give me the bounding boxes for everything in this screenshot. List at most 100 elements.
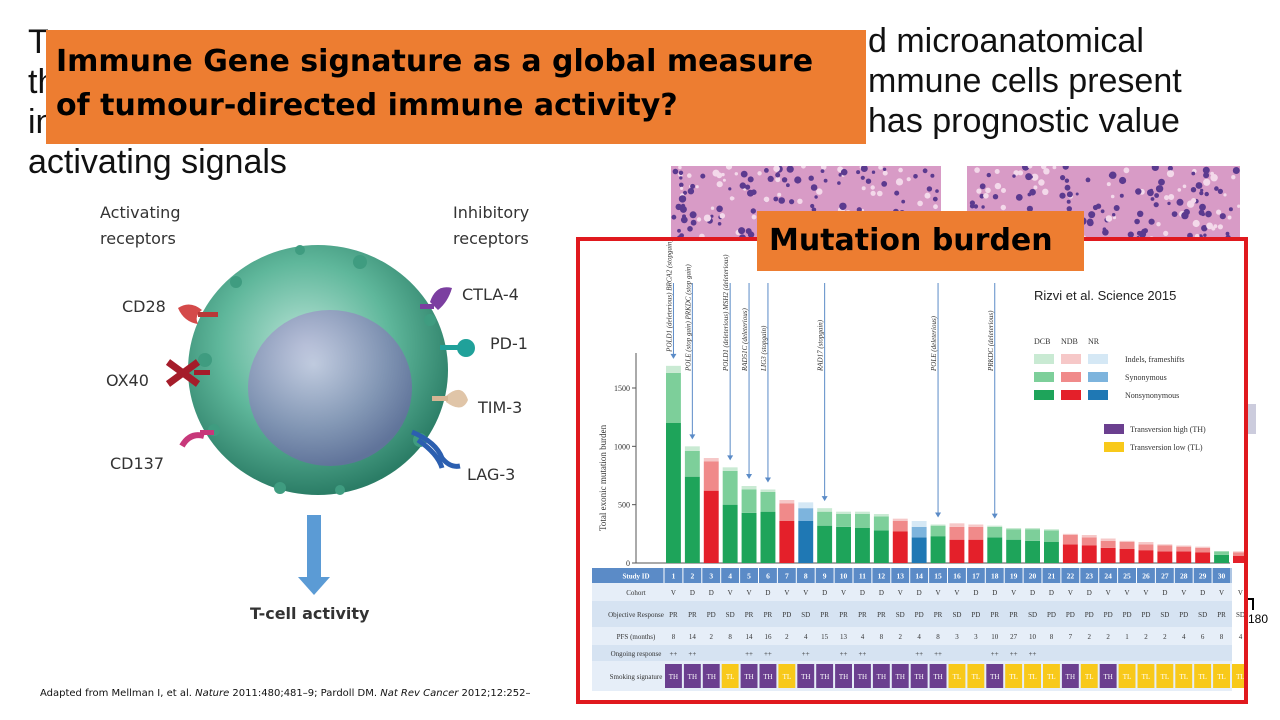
legend-label: Nonsynonymous: [1125, 391, 1179, 400]
table-cell: D: [992, 589, 997, 597]
histology-cell: [894, 190, 900, 196]
table-cell: 25: [1123, 572, 1131, 581]
bar-segment: [779, 503, 795, 521]
histology-cell: [994, 169, 1000, 174]
histology-cell: [810, 203, 815, 209]
bar-segment: [1214, 554, 1229, 563]
histology-cell: [751, 214, 757, 220]
smoking-cell: [929, 664, 947, 688]
histology-cell: [837, 181, 841, 185]
histology-cell: [820, 169, 825, 173]
bar-segment: [1081, 537, 1097, 546]
table-cell: V: [747, 589, 752, 597]
histology-cell: [682, 190, 688, 195]
annotation-arrowhead: [746, 474, 753, 479]
bar-segment: [949, 526, 965, 540]
histology-cell: [1052, 166, 1057, 170]
table-cell: ++: [764, 650, 772, 658]
histology-cell: [898, 167, 903, 173]
side-bar-fragment: [1248, 404, 1256, 434]
histology-cell: [878, 166, 883, 170]
histology-cell: [838, 173, 843, 177]
cell-body: [188, 245, 448, 495]
histology-cell: [1167, 201, 1171, 206]
histology-cell: [689, 211, 697, 219]
activating-header-2: receptors: [100, 229, 176, 248]
legend-label: Transversion low (TL): [1130, 443, 1203, 452]
histology-cell: [814, 195, 818, 199]
histology-cell: [1137, 210, 1144, 217]
table-cell: V: [1106, 589, 1111, 597]
table-cell: 3: [709, 572, 713, 581]
histology-cell: [1203, 178, 1211, 186]
histology-cell: [1066, 206, 1072, 212]
histology-cell: [687, 173, 692, 178]
bar-segment: [855, 511, 870, 514]
smoking-cell-label: TH: [820, 673, 829, 681]
table-cell: PD: [1141, 611, 1150, 619]
histology-cell: [1191, 171, 1196, 176]
histology-cell: [777, 192, 782, 197]
table-cell: 18: [991, 572, 999, 581]
bar-segment: [666, 365, 681, 373]
bar-segment: [968, 524, 984, 527]
histology-cell: [1013, 170, 1019, 176]
annotation-label: POLE (deleterious): [930, 315, 938, 372]
bar-segment: [1233, 551, 1248, 553]
table-cell: 2: [1106, 633, 1110, 641]
histology-cell: [781, 177, 788, 183]
table-cell: ++: [915, 650, 923, 658]
table-cell: SD: [1160, 611, 1169, 619]
smoking-cell-label: TH: [896, 673, 905, 681]
histology-cell: [794, 176, 802, 184]
histology-cell: [1141, 228, 1147, 234]
bar-segment: [968, 526, 984, 540]
table-cell: 1: [1125, 633, 1129, 641]
title-line-1: Immune Gene signature as a global measur…: [56, 44, 814, 79]
histology-cell: [1062, 166, 1069, 170]
legend-label: Indels, frameshifts: [1125, 355, 1185, 364]
histology-cell: [738, 227, 746, 235]
histology-cell: [1150, 197, 1155, 201]
histology-cell: [801, 166, 806, 169]
bar-segment: [1025, 540, 1040, 563]
histology-cell: [1029, 175, 1033, 179]
table-cell: ++: [840, 650, 848, 658]
table-cell: 2: [1144, 633, 1148, 641]
histology-cell: [1001, 188, 1006, 193]
table-cell: 14: [915, 572, 923, 581]
histology-cell: [1112, 216, 1117, 220]
table-cell: 4: [917, 633, 921, 641]
histology-cell: [930, 173, 935, 178]
bar-segment: [722, 467, 738, 471]
histology-cell: [1088, 211, 1096, 219]
smoking-cell-label: TH: [839, 673, 848, 681]
table-cell: 3: [974, 633, 978, 641]
bar-segment: [930, 524, 946, 526]
cd28-receptor-icon: [178, 304, 218, 324]
legend-swatch: [1034, 372, 1054, 382]
histology-cell: [747, 231, 755, 238]
histology-cell: [1217, 188, 1223, 194]
annotation-label: LIG3 (stopgain): [760, 325, 768, 372]
table-cell: 2: [1163, 633, 1167, 641]
smoking-cell-label: TH: [858, 673, 867, 681]
smoking-cell-label: TL: [1236, 673, 1244, 681]
histology-cell: [1181, 211, 1189, 220]
bar-segment: [1119, 542, 1135, 549]
table-cell: V: [1181, 589, 1186, 597]
smoking-cell: [1194, 664, 1212, 688]
histology-cell: [1106, 182, 1111, 187]
histology-cell: [901, 199, 906, 204]
histology-cell: [1105, 215, 1113, 222]
histology-cell: [679, 182, 684, 188]
histology-cell: [1227, 215, 1232, 220]
citation-text-3: 2012;12:252–: [458, 688, 531, 699]
smoking-cell: [910, 664, 928, 688]
histology-cell: [1155, 185, 1164, 193]
table-cell: 1: [672, 572, 676, 581]
bar-segment: [1138, 550, 1154, 563]
histology-cell: [1206, 222, 1213, 230]
bar-segment: [1176, 545, 1192, 547]
legend-swatch: [1061, 390, 1081, 400]
